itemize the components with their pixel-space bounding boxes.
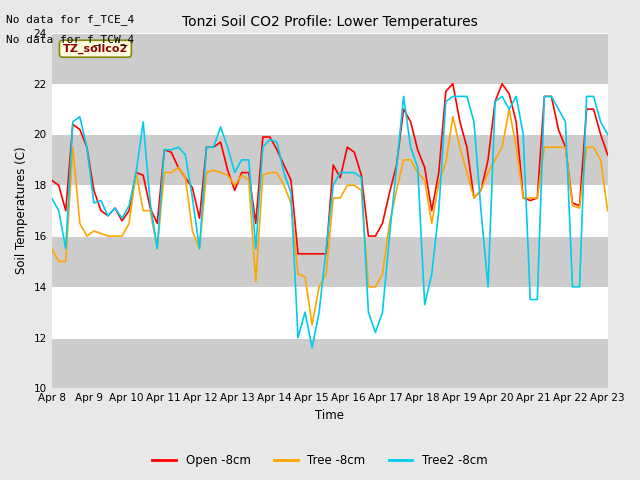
Bar [52,84,608,134]
Legend: Open -8cm, Tree -8cm, Tree2 -8cm: Open -8cm, Tree -8cm, Tree2 -8cm [148,449,492,472]
Tree -8cm [435,180,443,186]
Tree2 -8cm [294,335,302,340]
Open -8cm [294,251,302,257]
Text: No data for f_TCE_4: No data for f_TCE_4 [6,14,134,25]
Tree2 -8cm [308,345,316,351]
Open -8cm [555,127,563,132]
Tree2 -8cm [48,195,56,201]
Open -8cm [393,162,401,168]
Tree -8cm [308,322,316,328]
Open -8cm [386,190,394,196]
Tree -8cm [393,188,401,193]
Bar [52,337,608,388]
Line: Tree2 -8cm: Tree2 -8cm [52,96,608,348]
Tree2 -8cm [393,165,401,170]
Open -8cm [414,147,422,153]
Open -8cm [449,81,457,86]
Bar [52,134,608,185]
Line: Open -8cm: Open -8cm [52,84,608,254]
Tree2 -8cm [386,233,394,239]
Bar [52,287,608,337]
Tree -8cm [555,144,563,150]
Tree -8cm [386,220,394,226]
Open -8cm [604,152,612,158]
Open -8cm [435,170,443,176]
Bar [52,236,608,287]
Title: Tonzi Soil CO2 Profile: Lower Temperatures: Tonzi Soil CO2 Profile: Lower Temperatur… [182,15,477,29]
Tree2 -8cm [442,98,450,104]
Tree -8cm [414,170,422,176]
Tree2 -8cm [400,94,408,99]
Tree -8cm [48,246,56,252]
Open -8cm [301,251,309,257]
Y-axis label: Soil Temperatures (C): Soil Temperatures (C) [15,147,28,275]
Bar [52,185,608,236]
Tree2 -8cm [604,132,612,137]
Open -8cm [48,177,56,183]
Bar [52,33,608,84]
Text: TZ_soilco2: TZ_soilco2 [63,44,128,54]
X-axis label: Time: Time [315,409,344,422]
Tree -8cm [294,271,302,277]
Text: No data for f_TCW_4: No data for f_TCW_4 [6,34,134,45]
Tree2 -8cm [555,106,563,112]
Line: Tree -8cm: Tree -8cm [52,109,608,325]
Tree -8cm [506,106,513,112]
Tree -8cm [604,208,612,214]
Tree2 -8cm [421,302,429,308]
